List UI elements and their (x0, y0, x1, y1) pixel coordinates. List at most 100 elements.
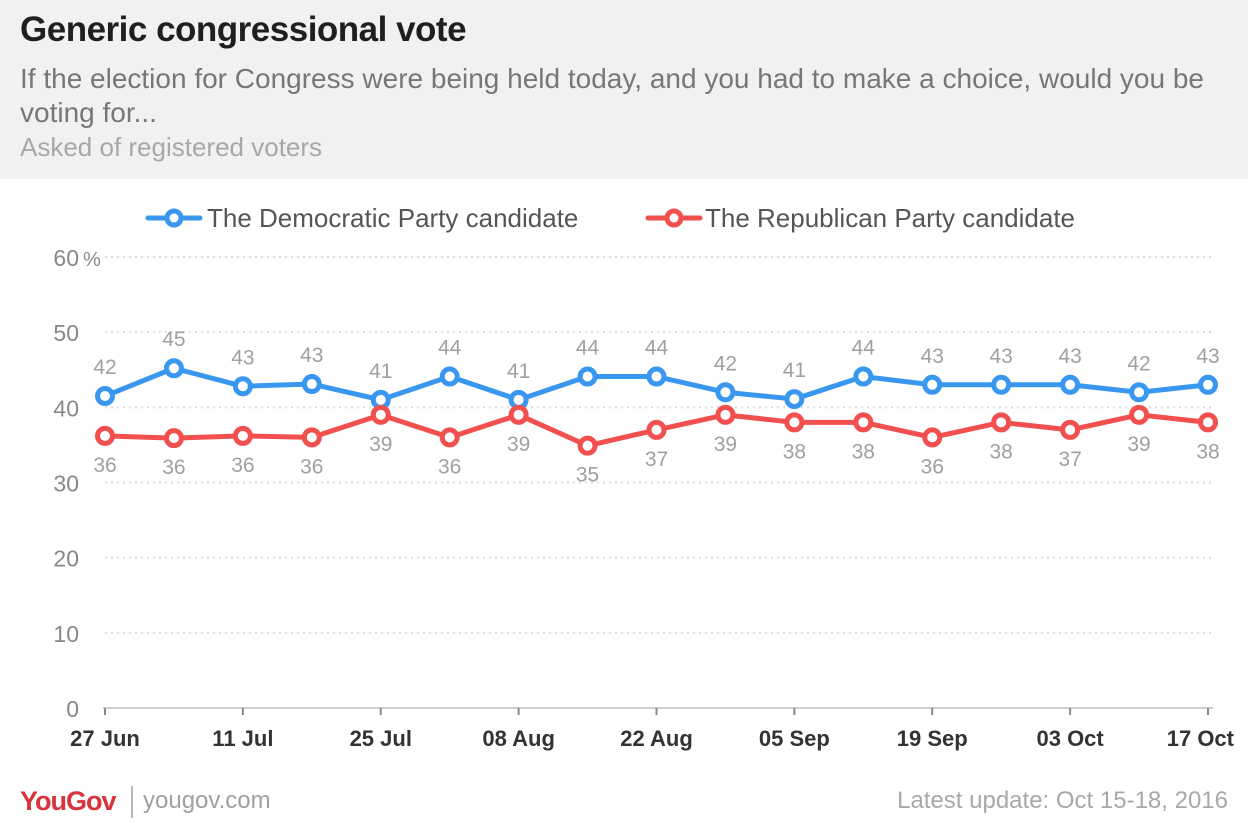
footer-url: yougov.com (143, 787, 271, 814)
data-label-democratic: 45 (162, 328, 185, 351)
data-label-democratic: 42 (714, 352, 737, 375)
x-tick-label: 05 Sep (759, 726, 830, 751)
point-democratic (301, 374, 322, 395)
data-label-republican: 39 (507, 433, 530, 456)
data-label-republican: 36 (921, 455, 944, 478)
point-democratic (1129, 382, 1150, 403)
point-democratic (439, 366, 460, 387)
point-republican (853, 412, 874, 433)
x-tick-label: 17 Oct (1167, 726, 1235, 751)
point-democratic (853, 366, 874, 387)
point-republican (95, 425, 115, 446)
point-democratic (95, 386, 115, 407)
point-republican (439, 427, 460, 448)
data-label-democratic: 44 (576, 337, 600, 360)
point-democratic (646, 366, 667, 387)
data-label-democratic: 41 (369, 360, 392, 383)
point-republican (301, 427, 322, 448)
x-tick-label: 03 Oct (1036, 726, 1104, 751)
data-label-republican: 36 (93, 454, 116, 477)
point-republican (991, 412, 1012, 433)
data-label-democratic: 43 (921, 345, 944, 368)
legend-marker-republican (664, 208, 684, 228)
point-republican (1198, 412, 1218, 433)
y-axis: 0 10 20 30 40 50 60% (53, 245, 101, 722)
data-label-democratic: 44 (852, 337, 876, 360)
x-tick-label: 11 Jul (212, 726, 273, 751)
point-republican (1129, 404, 1150, 425)
point-republican (508, 404, 529, 425)
page-subtitle: If the election for Congress were being … (20, 63, 1204, 128)
footer-divider (131, 786, 133, 818)
x-tick-label: 08 Aug (482, 726, 555, 751)
y-tick-label: 20 (53, 546, 79, 572)
point-democratic (1060, 374, 1081, 395)
data-label-republican: 39 (1127, 433, 1150, 456)
legend-item-republican: The Republican Party candidate (645, 203, 1075, 233)
data-label-democratic: 43 (231, 346, 254, 369)
y-tick-label: 0 (66, 696, 79, 722)
point-democratic (922, 374, 943, 395)
data-label-democratic: 42 (1127, 352, 1150, 375)
data-label-republican: 39 (714, 433, 737, 456)
data-label-democratic: 43 (990, 345, 1013, 368)
point-democratic (715, 382, 736, 403)
grid (105, 256, 1213, 634)
series (95, 358, 1218, 456)
data-label-republican: 35 (576, 464, 599, 487)
data-label-republican: 38 (990, 440, 1013, 463)
data-label-republican: 37 (645, 448, 668, 471)
y-tick-label: 50 (53, 320, 79, 346)
data-label-republican: 36 (438, 455, 461, 478)
legend-label-democratic: The Democratic Party candidate (207, 203, 578, 233)
point-republican (715, 404, 736, 425)
data-label-republican: 36 (162, 456, 185, 479)
legend: The Democratic Party candidate The Repub… (145, 203, 1075, 233)
point-republican (163, 428, 184, 449)
point-democratic (991, 374, 1012, 395)
yougov-logo: YouGov (20, 786, 117, 816)
point-republican (232, 425, 253, 446)
point-republican (922, 427, 943, 448)
data-label-republican: 36 (300, 455, 323, 478)
point-republican (577, 435, 598, 456)
data-label-democratic: 43 (300, 344, 323, 367)
point-democratic (232, 376, 253, 397)
page-title: Generic congressional vote (20, 10, 467, 49)
legend-marker-democratic (164, 208, 184, 228)
data-label-republican: 37 (1058, 448, 1081, 471)
x-tick-label: 22 Aug (620, 726, 693, 751)
data-label-democratic: 44 (645, 337, 669, 360)
header: Generic congressional vote If the electi… (0, 0, 1248, 179)
data-label-republican: 38 (783, 440, 806, 463)
y-tick-label: 30 (53, 471, 79, 497)
x-axis: 27 Jun 11 Jul 25 Jul 08 Aug 22 Aug 05 Sep 19 S… (70, 707, 1235, 751)
line-chart: The Democratic Party candidate The Repub… (53, 203, 1235, 751)
footer-update: Latest update: Oct 15-18, 2016 (897, 787, 1228, 814)
point-republican (370, 404, 391, 425)
y-unit-label: % (83, 249, 101, 271)
x-tick-label: 19 Sep (897, 726, 968, 751)
y-tick-label: 40 (53, 395, 79, 421)
data-label-republican: 38 (1196, 440, 1219, 463)
sample-note: Asked of registered voters (20, 132, 323, 162)
point-democratic (1198, 374, 1218, 395)
data-label-democratic: 41 (507, 360, 530, 383)
point-republican (784, 412, 805, 433)
data-label-republican: 38 (852, 440, 875, 463)
point-democratic (784, 389, 805, 410)
point-democratic (577, 366, 598, 387)
y-tick-label: 10 (53, 621, 79, 647)
point-republican (646, 419, 667, 440)
data-label-republican: 39 (369, 433, 392, 456)
x-tick-label: 25 Jul (350, 726, 412, 751)
data-label-democratic: 41 (783, 359, 806, 382)
point-democratic (163, 358, 184, 379)
data-label-democratic: 43 (1058, 345, 1081, 368)
data-label-democratic: 42 (93, 356, 116, 379)
data-labels: 42 45 43 43 41 44 41 44 44 42 41 44 43 43 43 42 43 36 36 36… (93, 328, 1219, 486)
data-label-republican: 36 (231, 454, 254, 477)
x-tick-label: 27 Jun (70, 726, 140, 751)
y-tick-label: 60 (53, 245, 79, 271)
legend-label-republican: The Republican Party candidate (705, 203, 1075, 233)
